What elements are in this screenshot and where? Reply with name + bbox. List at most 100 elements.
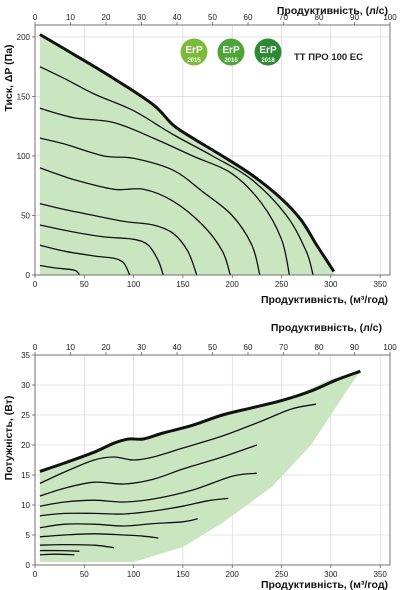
- c1-y-tick-label: 200: [17, 33, 31, 42]
- c2-x2-tick-label: 0: [33, 343, 38, 352]
- c1-x-tick-label: 350: [373, 280, 387, 289]
- pressure-max-curve: [39, 33, 336, 273]
- c1-x-tick-label: 100: [127, 280, 141, 289]
- c2-curve-4: [39, 497, 229, 517]
- c1-x2-tick-label: 30: [137, 13, 146, 22]
- c2-curve-9: [39, 553, 75, 556]
- c1-x-tick-label: 200: [226, 280, 240, 289]
- erp-2018-badge-label: ErP: [259, 45, 277, 56]
- c2-x2-tick-label: 30: [137, 343, 146, 352]
- c2-curve-2: [39, 444, 258, 497]
- pressure-chart: 0 50 100 150 200 250 300 350 0 10 20 30 40 50 60 70 80 9…: [3, 5, 397, 306]
- model-label: ТТ ПРО 100 ЕС: [294, 52, 363, 63]
- pressure-y-title: Тиск, ΔP (Па): [3, 44, 15, 111]
- c1-x-tick-label: 250: [275, 280, 289, 289]
- c1-x2-tick-label: 60: [244, 13, 253, 22]
- erp-2015-badge-label: ErP: [185, 45, 203, 56]
- c1-y-tick-label: 50: [21, 211, 30, 220]
- c1-curve-8: [39, 264, 80, 275]
- c1-x-tick-label: 0: [33, 280, 38, 289]
- c1-x2-tick-label: 50: [208, 13, 217, 22]
- c1-x2-tick-label: 20: [102, 13, 111, 22]
- c2-x2-tick-label: 20: [102, 343, 111, 352]
- c2-y-tick-label: 10: [21, 501, 30, 510]
- c2-x-tick-label: 50: [80, 570, 89, 579]
- c2-curve-1: [39, 403, 317, 484]
- power-x2-title: Продуктивність, (л/с): [271, 322, 382, 334]
- pressure-x2-ticks: 0 10 20 30 40 50 60 70 80 90 100: [33, 13, 397, 25]
- c2-x-tick-label: 200: [226, 570, 240, 579]
- c1-x2-tick-label: 10: [66, 13, 75, 22]
- c2-x-tick-label: 300: [324, 570, 338, 579]
- pressure-operating-region: [39, 34, 334, 275]
- power-max-curve: [39, 369, 361, 473]
- c1-x2-tick-label: 0: [33, 13, 38, 22]
- pressure-x-ticks: 0 50 100 150 200 250 300 350: [33, 275, 387, 289]
- c2-curve-6: [39, 533, 159, 539]
- c1-curve-3: [39, 137, 261, 275]
- c2-x2-tick-label: 90: [350, 343, 359, 352]
- erp-2015-badge: ErP 2015: [180, 38, 208, 66]
- c2-x-tick-label: 100: [127, 570, 141, 579]
- c2-y-tick-label: 0: [26, 561, 31, 570]
- c2-curve-7: [39, 543, 114, 549]
- c1-curve-4: [39, 167, 231, 275]
- c2-x2-tick-label: 70: [279, 343, 288, 352]
- power-y-ticks: 0 5 10 15 20 25 30 35: [21, 351, 35, 570]
- power-x-title: Продуктивність, (м³/год): [261, 579, 388, 590]
- c2-x2-tick-label: 40: [173, 343, 182, 352]
- pressure-x-title: Продуктивність, (м³/год): [261, 294, 388, 306]
- c1-curve-1: [39, 66, 314, 275]
- power-curves: [39, 403, 317, 556]
- power-chart: 0 50 100 150 200 250 300 350 0 10 20 30 40 50 60 70 80 9…: [3, 322, 397, 590]
- erp-2015-badge-circle: [180, 38, 208, 66]
- c2-x-tick-label: 350: [373, 570, 387, 579]
- c1-curve-5: [39, 202, 198, 275]
- c1-x2-tick-label: 40: [173, 13, 182, 22]
- c2-x2-tick-label: 100: [383, 343, 397, 352]
- c2-y-tick-label: 20: [21, 441, 30, 450]
- c2-y-tick-label: 15: [21, 471, 30, 480]
- c1-x-tick-label: 50: [80, 280, 89, 289]
- c2-x-tick-label: 0: [33, 570, 38, 579]
- c1-x2-tick-label: 100: [383, 13, 397, 22]
- c1-x2-tick-label: 90: [350, 13, 359, 22]
- erp-2015-badge-year: 2015: [187, 58, 201, 64]
- c2-x2-tick-label: 50: [208, 343, 217, 352]
- c1-x-tick-label: 150: [176, 280, 190, 289]
- erp-2016-badge-year: 2016: [224, 58, 238, 64]
- c1-y-tick-label: 100: [17, 152, 31, 161]
- c1-y-tick-label: 150: [17, 92, 31, 101]
- erp-2016-badge-label: ErP: [222, 45, 240, 56]
- c2-x2-tick-label: 80: [315, 343, 324, 352]
- erp-2016-badge: ErP 2016: [217, 38, 245, 66]
- c1-y-tick-label: 0: [26, 271, 31, 280]
- power-x-ticks: 0 50 100 150 200 250 300 350: [33, 565, 387, 579]
- pressure-curves: [39, 66, 314, 275]
- c1-x2-tick-label: 70: [279, 13, 288, 22]
- pressure-x2-title: Продуктивність, (л/с): [277, 5, 388, 17]
- c2-x-tick-label: 250: [275, 570, 289, 579]
- c2-x-tick-label: 150: [176, 570, 190, 579]
- erp-2018-badge: ErP 2018: [254, 38, 282, 66]
- power-x2-ticks: 0 10 20 30 40 50 60 70 80 90 100: [33, 343, 397, 355]
- c2-y-tick-label: 5: [26, 531, 31, 540]
- c1-curve-2: [39, 107, 291, 275]
- c2-curve-8: [39, 549, 80, 552]
- c2-y-tick-label: 25: [21, 411, 30, 420]
- c2-curve-5: [39, 518, 198, 529]
- c1-x-tick-label: 300: [324, 280, 338, 289]
- c1-x2-tick-label: 80: [315, 13, 324, 22]
- c1-curve-6: [39, 224, 164, 275]
- c2-x2-tick-label: 60: [244, 343, 253, 352]
- erp-2016-badge-circle: [217, 38, 245, 66]
- c2-curve-3: [39, 472, 257, 507]
- erp-2018-badge-year: 2018: [261, 58, 275, 64]
- pressure-y-ticks: 0 50 100 150 200: [17, 33, 35, 280]
- power-y-title: Потужність, (Вт): [3, 396, 15, 481]
- c2-y-tick-label: 35: [21, 351, 30, 360]
- c2-y-tick-label: 30: [21, 381, 30, 390]
- c1-curve-7: [39, 244, 131, 275]
- erp-2018-badge-circle: [254, 38, 282, 66]
